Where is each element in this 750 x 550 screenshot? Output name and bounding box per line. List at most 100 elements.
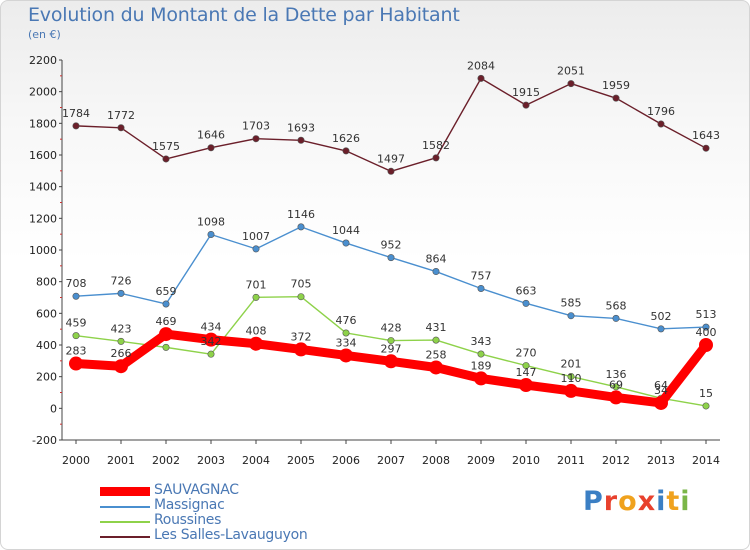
data-label-les-salles-lavauguyon: 1959 [602, 79, 630, 92]
data-label-massignac: 757 [471, 269, 492, 282]
data-point-sauvagnac [204, 332, 218, 347]
data-label-les-salles-lavauguyon: 1643 [692, 129, 720, 142]
data-point-sauvagnac [564, 383, 578, 398]
data-point-les-salles-lavauguyon [297, 136, 305, 144]
x-tick-label: 2003 [197, 454, 225, 467]
data-label-les-salles-lavauguyon: 2084 [467, 59, 495, 72]
data-label-sauvagnac: 258 [426, 348, 447, 361]
chart-subtitle: (en €) [28, 28, 61, 41]
data-point-roussines [117, 337, 125, 345]
data-label-roussines: 423 [111, 322, 132, 335]
x-tick-label: 2010 [512, 454, 540, 467]
data-point-massignac [252, 245, 260, 253]
data-point-roussines [342, 329, 350, 337]
x-tick-label: 2009 [467, 454, 495, 467]
y-tick-label: 1400 [29, 181, 57, 194]
legend-item-sauvagnac: SAUVAGNAC [100, 482, 360, 500]
logo-letter: x [637, 486, 657, 517]
y-tick-label: 2200 [29, 54, 57, 67]
data-point-roussines [207, 350, 215, 358]
data-point-roussines [252, 293, 260, 301]
data-point-les-salles-lavauguyon [252, 135, 260, 143]
data-label-massignac: 1007 [242, 230, 270, 243]
data-point-roussines [387, 337, 395, 345]
data-label-les-salles-lavauguyon: 1784 [62, 107, 90, 120]
data-point-sauvagnac [249, 336, 263, 351]
data-point-sauvagnac [519, 378, 533, 393]
data-point-roussines [162, 343, 170, 351]
data-point-les-salles-lavauguyon [522, 101, 530, 109]
data-point-massignac [522, 299, 530, 307]
data-label-sauvagnac: 189 [471, 359, 492, 372]
logo-letter: i [656, 486, 667, 517]
chart-axes: -200 0 200 400 600 800 1000 1200 1400 1600 1800 200… [29, 54, 720, 467]
chart-title: Evolution du Montant de la Dette par Hab… [28, 4, 460, 26]
data-label-les-salles-lavauguyon: 1772 [107, 109, 135, 122]
x-tick-label: 2014 [692, 454, 720, 467]
x-tick-label: 2001 [107, 454, 135, 467]
data-point-massignac [297, 223, 305, 231]
x-tick-label: 2013 [647, 454, 675, 467]
data-label-massignac: 663 [516, 284, 537, 297]
data-label-massignac: 1044 [332, 224, 360, 237]
data-label-massignac: 502 [651, 310, 672, 323]
legend-label-roussines: Roussines [154, 512, 222, 528]
data-label-roussines: 342 [201, 335, 222, 348]
y-tick-label: 200 [36, 371, 57, 384]
data-point-les-salles-lavauguyon [567, 80, 575, 88]
x-tick-label: 2000 [62, 454, 90, 467]
data-point-roussines [702, 402, 710, 410]
data-point-sauvagnac [69, 356, 83, 371]
data-point-massignac [342, 239, 350, 247]
data-label-sauvagnac: 469 [156, 315, 177, 328]
data-label-massignac: 568 [606, 299, 627, 312]
data-label-les-salles-lavauguyon: 1575 [152, 140, 180, 153]
data-point-roussines [72, 332, 80, 340]
legend-item-roussines: Roussines [100, 512, 360, 530]
y-tick-label: 1200 [29, 212, 57, 225]
series-layer [69, 74, 713, 410]
legend: SAUVAGNAC Massignac Roussines Les Salles… [100, 482, 360, 545]
data-label-massignac: 1146 [287, 208, 315, 221]
x-tick-label: 2008 [422, 454, 450, 467]
data-label-sauvagnac: 34 [654, 384, 668, 397]
logo-letter: o [618, 486, 638, 517]
y-tick-label: 400 [36, 339, 57, 352]
data-label-roussines: 476 [336, 314, 357, 327]
data-point-roussines [432, 336, 440, 344]
data-label-roussines: 64 [654, 379, 668, 392]
x-tick-label: 2005 [287, 454, 315, 467]
data-label-sauvagnac: 372 [291, 330, 312, 343]
data-label-sauvagnac: 110 [561, 372, 582, 385]
data-point-massignac [387, 254, 395, 262]
data-point-sauvagnac [429, 360, 443, 375]
y-tick-label: 1600 [29, 149, 57, 162]
data-point-massignac [702, 323, 710, 331]
data-point-massignac [207, 230, 215, 238]
legend-swatch-sauvagnac [100, 487, 150, 496]
data-label-roussines: 201 [561, 358, 582, 371]
data-label-massignac: 659 [156, 285, 177, 298]
data-point-sauvagnac [699, 338, 713, 352]
data-point-massignac [612, 314, 620, 322]
data-point-sauvagnac [339, 348, 353, 363]
data-label-roussines: 136 [606, 368, 627, 381]
data-label-les-salles-lavauguyon: 1582 [422, 139, 450, 152]
data-label-sauvagnac: 400 [696, 326, 717, 339]
y-tick-label: 600 [36, 307, 57, 320]
data-label-massignac: 708 [66, 277, 87, 290]
data-point-les-salles-lavauguyon [612, 94, 620, 102]
data-point-sauvagnac [114, 359, 128, 374]
data-label-les-salles-lavauguyon: 1497 [377, 152, 405, 165]
data-label-roussines: 428 [381, 322, 402, 335]
data-point-massignac [477, 284, 485, 292]
x-tick-label: 2011 [557, 454, 585, 467]
data-point-massignac [432, 268, 440, 276]
data-label-roussines: 15 [699, 387, 713, 400]
data-point-roussines [567, 373, 575, 381]
data-label-sauvagnac: 266 [111, 347, 132, 360]
data-label-sauvagnac: 297 [381, 342, 402, 355]
data-point-les-salles-lavauguyon [342, 147, 350, 155]
data-label-massignac: 585 [561, 297, 582, 310]
data-point-roussines [522, 362, 530, 370]
